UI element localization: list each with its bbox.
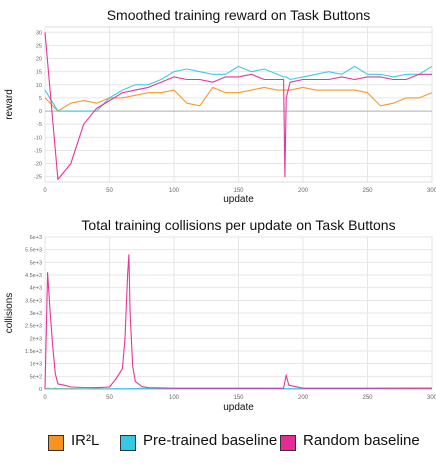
legend-swatch-ir2l [48,435,64,451]
chart2-y-tick-label: 5e+2 [30,374,42,380]
chart2-title: Total training collisions per update on … [81,217,395,233]
chart2-y-tick-label: 4.5e+3 [25,273,42,279]
chart2-group: 0 50 100 150 200 250 300 0 5e+2 1e+3 1.5e+3 2e+3 2.5… [4,217,436,413]
chart1-y-tick-label: 30 [36,30,42,36]
chart1-x-tick-label: 50 [106,188,113,194]
charts-canvas: 0 50 100 150 200 250 300-25-20-15-10-505101520… [4,7,436,413]
chart2-x-tick-label: 150 [233,395,244,401]
chart1-series-line-1 [44,86,433,112]
chart1-series-line-2 [44,65,433,112]
legend-label-random: Random baseline [303,432,420,449]
chart1-y-tick-label: -25 [34,175,42,181]
chart2-series-line-2 [44,387,433,390]
chart2-y-tick-label: 4e+3 [30,286,42,292]
legend: IR²L Pre-trained baseline Random baselin… [0,430,436,460]
chart2-y-tick-label: 2e+3 [30,336,42,342]
chart2-y-tick-label: 1.5e+3 [25,349,42,355]
chart1-y-tick-label: 5 [39,96,42,102]
chart1-title: Smoothed training reward on Task Buttons [107,7,371,23]
chart2-y-tick-label: 3e+3 [30,311,42,317]
chart1-y-tick-label: 0 [39,109,42,115]
chart1-y-tick-label: -10 [34,135,42,141]
chart2-x-tick-label: 200 [298,395,309,401]
chart1-y-tick-label: -20 [34,162,42,168]
chart2-y-tick-label: 5e+3 [30,260,42,266]
chart1-y-tick-label: 20 [36,57,42,63]
chart2-y-axis-label: collisions [4,293,15,334]
chart2-x-axis-label: update [223,402,254,413]
legend-label-ir2l: IR²L [71,432,100,449]
chart2-y-tick-label: 5.5e+3 [25,248,42,254]
chart2-y-tick-label: 6e+3 [30,235,42,241]
chart2-x-tick-label: 0 [43,395,47,401]
chart2-x-tick-label: 50 [106,395,113,401]
chart2-y-tick-label: 2.5e+3 [25,324,42,330]
chart1-series-line-3 [44,32,432,180]
chart2-x-tick-label: 100 [169,395,180,401]
chart2-y-tick-label: 1e+3 [30,362,42,368]
chart1-y-axis-label: reward [4,89,15,120]
chart1-y-tick-label: 10 [36,83,42,89]
chart1-x-tick-label: 100 [169,188,180,194]
chart1-y-tick-label: -5 [37,122,42,128]
chart2-y-tick-label: 0 [39,387,42,393]
chart1-y-tick-label: -15 [34,148,42,154]
chart1-x-tick-label: 250 [362,188,373,194]
chart1-x-tick-label: 200 [298,188,309,194]
chart2-y-tick-label: 3.5e+3 [25,298,42,304]
chart1-x-tick-label: 0 [43,188,47,194]
chart2-x-tick-label: 250 [362,395,373,401]
chart2-x-tick-label: 300 [427,395,436,401]
chart2-series-line-3 [44,254,432,390]
legend-swatch-pretrained [120,435,136,451]
chart1-x-tick-label: 150 [233,188,244,194]
chart1-x-tick-label: 300 [427,188,436,194]
legend-swatch-random [280,435,296,451]
chart1-y-tick-label: 25 [36,43,42,49]
legend-label-pretrained: Pre-trained baseline [143,432,278,449]
chart1-group: 0 50 100 150 200 250 300 -25 -20 -15 -10 -5 0 5 10 15 20… [4,7,436,205]
chart1-x-axis-label: update [223,194,254,205]
chart1-y-tick-label: 15 [36,70,42,76]
